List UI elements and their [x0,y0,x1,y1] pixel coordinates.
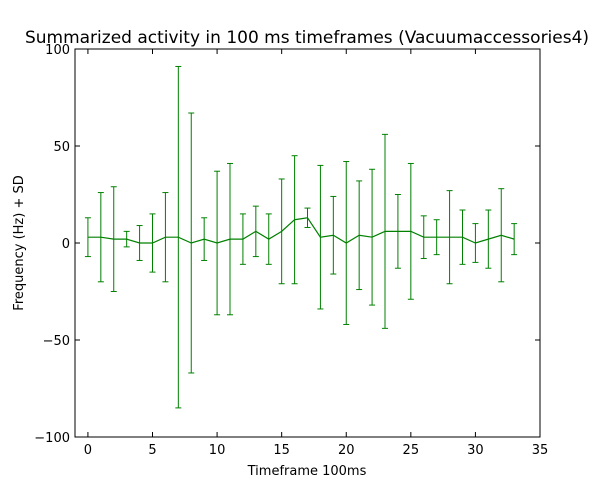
y-axis-label: Frequency (Hz) + SD [12,175,27,310]
y-axis: −100 −50 0 50 100 [34,43,540,446]
x-axis: 0 5 10 15 20 25 30 35 [84,49,548,458]
y-tick-label: −50 [43,334,70,349]
y-tick-label: 0 [62,237,70,252]
y-tick-label: 100 [45,43,70,58]
x-tick-label: 10 [209,443,226,458]
chart-title: Summarized activity in 100 ms timeframes… [25,28,589,48]
x-tick-label: 20 [338,443,355,458]
y-tick-label: −100 [34,431,70,446]
x-tick-label: 5 [148,443,156,458]
x-tick-label: 15 [273,443,290,458]
x-axis-label: Timeframe 100ms [247,464,367,479]
x-tick-label: 25 [403,443,420,458]
series-line [87,217,515,244]
plot-area [84,65,518,409]
x-tick-label: 0 [84,443,92,458]
y-tick-label: 50 [53,140,70,155]
x-tick-label: 35 [532,443,549,458]
x-tick-label: 30 [467,443,484,458]
